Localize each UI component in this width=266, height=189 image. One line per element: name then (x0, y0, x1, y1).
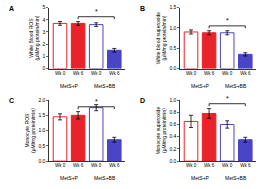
svg-text:0.6: 0.6 (169, 121, 176, 127)
svg-text:3: 3 (43, 29, 46, 35)
svg-text:Monocyte ROS(μM/mg protein/min: Monocyte ROS(μM/mg protein/min) (24, 108, 37, 153)
svg-text:*: * (226, 95, 229, 102)
svg-text:Wk 6: Wk 6 (109, 71, 120, 76)
svg-text:1.5: 1.5 (38, 112, 45, 118)
svg-text:Wk 0: Wk 0 (91, 71, 102, 76)
svg-text:Wk 0: Wk 0 (222, 71, 233, 76)
svg-text:Wk 6: Wk 6 (73, 163, 84, 168)
svg-text:Wk 6: Wk 6 (204, 163, 215, 168)
svg-text:White blood superoxide(μM/mg p: White blood superoxide(μM/mg protein/min… (155, 12, 168, 64)
svg-text:Wk 6: Wk 6 (204, 71, 215, 76)
svg-text:1.0: 1.0 (169, 25, 176, 31)
svg-text:0.0: 0.0 (169, 158, 176, 164)
svg-text:C: C (9, 97, 14, 104)
svg-text:MetS+BB: MetS+BB (94, 175, 116, 181)
svg-text:*: * (226, 17, 229, 24)
svg-text:Monocyte superoxide(μM/mg prot: Monocyte superoxide(μM/mg protein/min) (155, 107, 168, 155)
svg-text:0.5: 0.5 (38, 143, 45, 149)
svg-text:Wk 6: Wk 6 (240, 163, 251, 168)
svg-text:B: B (140, 5, 145, 12)
svg-text:0.8: 0.8 (169, 109, 176, 115)
svg-text:1: 1 (43, 53, 46, 59)
svg-text:*: * (95, 8, 98, 15)
svg-text:MetS+BB: MetS+BB (94, 83, 116, 89)
svg-text:5: 5 (43, 4, 46, 10)
svg-text:4: 4 (43, 17, 46, 23)
svg-text:Wk 6: Wk 6 (240, 71, 251, 76)
svg-text:0.5: 0.5 (169, 45, 176, 51)
svg-text:Wk 0: Wk 0 (55, 71, 66, 76)
svg-text:0: 0 (43, 65, 46, 71)
svg-text:0.0: 0.0 (38, 158, 45, 164)
svg-text:0.2: 0.2 (169, 146, 176, 152)
svg-text:Wk 6: Wk 6 (109, 163, 120, 168)
svg-text:Wk 6: Wk 6 (73, 71, 84, 76)
svg-text:MetS+P: MetS+P (191, 175, 210, 181)
svg-text:Wk 0: Wk 0 (186, 163, 197, 168)
svg-text:MetS+BB: MetS+BB (225, 83, 247, 89)
svg-text:MetS+P: MetS+P (191, 83, 210, 89)
svg-text:A: A (9, 5, 14, 12)
svg-text:2.0: 2.0 (38, 97, 45, 103)
svg-text:Wk 0: Wk 0 (55, 163, 66, 168)
svg-text:0.0: 0.0 (169, 65, 176, 71)
svg-text:1.0: 1.0 (169, 97, 176, 103)
svg-text:*: * (95, 98, 98, 105)
svg-text:0.4: 0.4 (169, 133, 176, 139)
svg-text:1.5: 1.5 (169, 4, 176, 10)
svg-text:Wk 0: Wk 0 (91, 163, 102, 168)
svg-text:2: 2 (43, 41, 46, 47)
svg-text:MetS+P: MetS+P (60, 83, 79, 89)
svg-text:1.0: 1.0 (38, 127, 45, 133)
svg-text:D: D (140, 97, 145, 104)
svg-text:Wk 0: Wk 0 (222, 163, 233, 168)
svg-text:MetS+BB: MetS+BB (225, 175, 247, 181)
svg-text:White Blood ROS(μM/mg protein/: White Blood ROS(μM/mg protein/min) (28, 15, 41, 60)
svg-text:MetS+P: MetS+P (60, 175, 79, 181)
svg-text:Wk 0: Wk 0 (186, 71, 197, 76)
